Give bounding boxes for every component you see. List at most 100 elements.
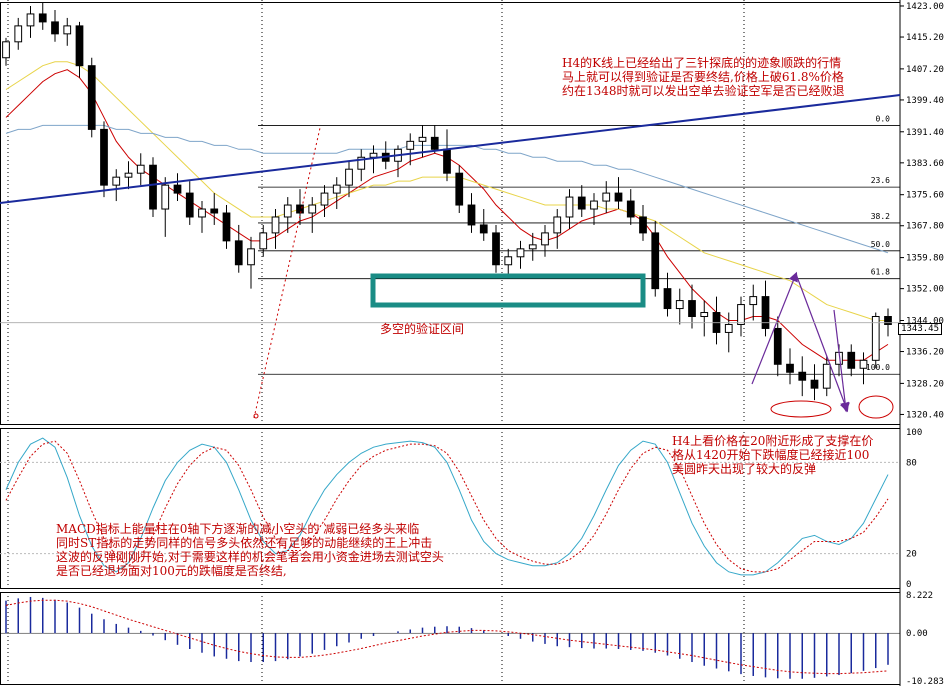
candle [87,57,96,138]
fib-level-label: 0.0 [876,114,891,123]
candle [847,344,856,377]
candle-body [369,152,378,158]
candle [247,236,255,289]
candle [467,193,476,233]
candle-body [51,21,59,35]
candle [798,356,807,397]
candle [63,17,72,46]
candle-body [528,244,537,250]
y-tick-label: 1352.00 [906,285,944,295]
candle-body [455,172,464,206]
candle-body [308,204,317,214]
candle-body [63,25,72,35]
candle [749,284,758,321]
candle [504,248,513,277]
candle-body [810,379,819,389]
candle-body [688,300,696,318]
candle [724,312,733,353]
candle [430,125,439,154]
candle [149,157,157,217]
stoch-line-red-dotted [5,440,889,573]
candle [688,284,696,329]
candle-body [467,204,476,226]
candle [26,5,35,38]
candle-body [871,316,880,361]
candle [528,232,537,261]
candle-body [75,25,84,67]
candle-body [798,371,807,381]
candle-body [626,200,635,218]
candle-body [26,13,35,27]
fib-level-label: 38.2 [871,212,890,221]
candle [320,185,329,217]
candle-body [504,256,513,266]
candle-body [247,248,255,266]
y-tick-label: 1399.40 [906,96,944,106]
candle-body [590,200,598,210]
candle [492,224,500,273]
candle-body [100,128,108,186]
candle-body [565,196,574,218]
candle-body [296,204,304,214]
candle [406,133,415,166]
candle-body [406,140,415,150]
candle-body [332,184,341,194]
candle [553,209,562,249]
candle-body [639,216,647,234]
y-tick-label: 1359.80 [906,254,944,264]
candle [443,129,451,182]
candle [675,288,684,325]
candle-body [761,296,770,329]
support-ellipse-small [858,395,894,419]
trend-line [0,94,901,204]
candle [663,272,672,317]
y-tick-label: 1415.20 [906,33,944,43]
note-bottom-left: MACD指标上能量柱在0轴下方逐渐的减小空头的 减弱已经多头来临 同时ST指标的… [56,522,444,578]
candle [394,145,402,178]
candle-body [357,156,366,170]
candle-body [541,232,549,246]
y-tick-label: 1336.20 [906,348,944,358]
candle [700,300,709,337]
candle [2,37,10,66]
candle-body [320,192,329,206]
candle [112,169,121,202]
stoch-y-tick-label: 20 [906,550,917,560]
candle-body [786,363,794,373]
candle [773,316,782,377]
candle [357,149,366,182]
macd-y-tick-label: -10.283 [906,677,944,686]
arrow-down-right [833,309,850,413]
candle [761,280,770,337]
candle-body [700,312,709,318]
candle-body [602,192,611,202]
arrow-up-left [751,271,798,385]
candle [222,205,231,249]
validation-box [370,273,646,308]
candle-body [87,65,96,130]
fib-level-label: 50.0 [871,240,890,249]
macd-y-tick-label: 8.222 [906,591,933,601]
candle-body [173,184,182,194]
y-tick-label: 1320.40 [906,410,944,420]
stoch-y-tick-label: 80 [906,458,917,468]
candle-body [553,216,562,234]
candle [14,17,23,50]
candle-body [38,13,47,23]
candle [259,224,268,257]
candle-body [234,240,243,266]
candle [124,161,133,190]
candle [786,348,794,385]
candle [810,364,819,401]
candle-body [675,300,684,310]
candle-body [259,232,268,250]
y-tick-label: 1391.40 [906,128,944,138]
stoch-line-cyan [5,437,889,576]
stoch-y-tick-label: 100 [906,428,922,438]
candle-body [222,212,231,242]
candle-body [443,148,451,174]
projection-start-marker [253,413,259,419]
candle [296,189,304,225]
